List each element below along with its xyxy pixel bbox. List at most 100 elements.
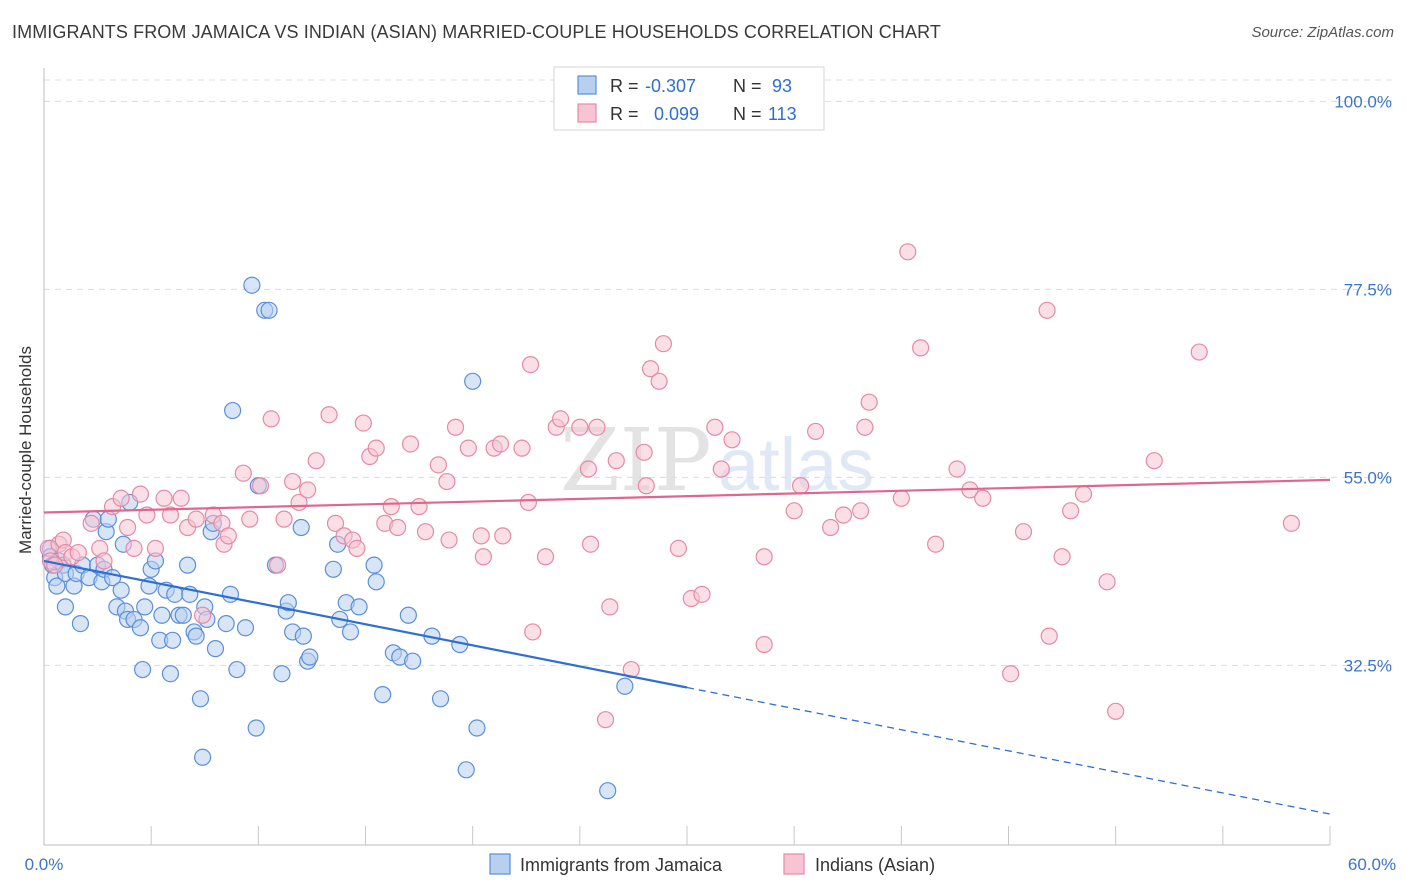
data-point	[206, 640, 225, 658]
trend-lines	[43, 478, 1331, 815]
data-point	[194, 606, 212, 624]
stats-n-label-indian: N =	[733, 104, 762, 124]
data-point	[161, 665, 180, 683]
data-point	[856, 418, 874, 436]
data-point	[834, 506, 853, 524]
data-point	[468, 719, 486, 737]
data-point	[524, 623, 542, 641]
legend-label-jamaica: Immigrants from Jamaica	[520, 855, 723, 875]
data-point	[654, 335, 673, 353]
data-point	[551, 410, 570, 428]
data-point	[136, 598, 154, 616]
data-point	[596, 711, 615, 729]
data-point	[459, 439, 477, 457]
data-point	[365, 556, 383, 574]
data-point	[112, 489, 130, 507]
data-point	[472, 527, 490, 545]
data-point	[125, 539, 143, 558]
stats-n-label-jamaica: N =	[733, 76, 762, 96]
data-point	[785, 502, 803, 520]
data-point	[320, 406, 338, 424]
stats-r-label-jamaica: R =	[610, 76, 639, 96]
stats-n-value-indian: 113	[768, 104, 797, 124]
data-point	[164, 631, 182, 649]
data-point	[112, 581, 130, 599]
data-point	[172, 489, 190, 507]
data-point	[1282, 514, 1301, 532]
data-point	[234, 464, 252, 482]
data-point	[601, 598, 619, 616]
data-point	[440, 531, 458, 549]
data-point	[243, 276, 261, 294]
x-tick-label-max: 60.0%	[1348, 855, 1396, 874]
data-point	[1074, 485, 1093, 503]
data-point	[350, 598, 368, 616]
data-point	[174, 606, 192, 624]
data-point	[457, 761, 475, 779]
chart-title: IMMIGRANTS FROM JAMAICA VS INDIAN (ASIAN…	[12, 22, 941, 42]
data-point	[948, 460, 966, 478]
y-tick-labels: 32.5% 55.0% 77.5% 100.0%	[1334, 92, 1392, 675]
data-point	[974, 489, 992, 507]
y-tick-label: 32.5%	[1344, 656, 1392, 675]
data-point	[712, 460, 730, 478]
trend-line-jamaica-extension	[686, 686, 1331, 815]
data-point	[536, 548, 555, 566]
data-point	[284, 472, 302, 491]
data-point	[279, 594, 297, 612]
stats-box-frame	[553, 66, 825, 131]
data-point	[262, 410, 280, 428]
data-point	[581, 535, 600, 553]
data-point	[71, 614, 90, 633]
data-point	[146, 539, 165, 558]
data-point	[1145, 452, 1163, 470]
data-point	[341, 623, 360, 641]
stats-n-value-jamaica: 93	[772, 76, 792, 96]
legend-swatch-jamaica	[489, 853, 511, 875]
data-point	[131, 485, 150, 503]
data-point	[494, 527, 512, 545]
data-point	[247, 719, 265, 737]
data-point	[438, 472, 456, 491]
y-tick-label: 100.0%	[1334, 92, 1392, 111]
stats-swatch-jamaica	[577, 75, 597, 95]
data-point	[348, 539, 366, 558]
legend: Immigrants from Jamaica Indians (Asian)	[489, 853, 935, 875]
data-point	[191, 690, 210, 708]
x-ticks	[150, 826, 1331, 845]
data-point	[755, 635, 773, 654]
data-point	[1190, 343, 1208, 361]
data-point	[755, 548, 773, 566]
source-credit: Source: ZipAtlas.com	[1251, 24, 1394, 41]
data-point	[464, 372, 482, 390]
data-point	[641, 360, 660, 378]
stats-r-label-indian: R =	[610, 104, 639, 124]
data-point	[367, 439, 385, 457]
data-point	[260, 301, 278, 319]
data-point	[892, 489, 910, 507]
data-point	[187, 510, 205, 528]
data-point	[860, 393, 878, 411]
data-point	[1098, 573, 1116, 591]
data-point	[236, 619, 255, 637]
data-point	[669, 539, 688, 558]
data-point	[69, 543, 87, 562]
data-point	[571, 418, 589, 436]
data-point	[224, 401, 242, 420]
data-point	[273, 665, 291, 683]
data-point	[446, 418, 465, 436]
legend-label-indian: Indians (Asian)	[815, 855, 935, 875]
data-point	[1002, 665, 1020, 683]
data-point	[194, 748, 212, 766]
data-point	[404, 652, 422, 670]
x-tick-label-min: 0.0%	[25, 855, 64, 874]
data-point	[367, 573, 385, 591]
data-point	[579, 460, 598, 478]
y-tick-label: 55.0%	[1344, 468, 1392, 487]
data-point	[1053, 548, 1071, 566]
stats-r-value-indian: 0.099	[654, 104, 699, 124]
stats-r-value-jamaica: -0.307	[645, 76, 696, 96]
data-point	[637, 477, 655, 495]
stats-box: R = -0.307 N = 93 R = 0.099 N = 113	[553, 66, 825, 131]
